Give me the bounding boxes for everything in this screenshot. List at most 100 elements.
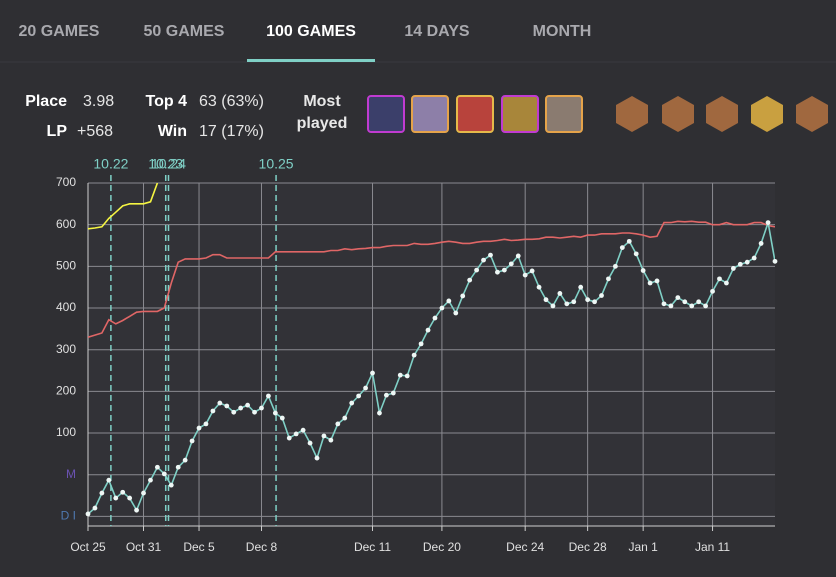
data-point bbox=[196, 425, 202, 431]
data-point bbox=[175, 464, 181, 470]
y-tick-label: D I bbox=[61, 509, 76, 523]
trait-icon[interactable] bbox=[751, 96, 783, 132]
data-point bbox=[238, 405, 244, 411]
active-tab-underline bbox=[247, 59, 375, 62]
data-point bbox=[189, 438, 195, 444]
data-point bbox=[120, 489, 126, 495]
data-point bbox=[210, 408, 216, 414]
data-point bbox=[724, 280, 729, 286]
tab[interactable]: 14 DAYS bbox=[404, 23, 470, 40]
data-point bbox=[460, 293, 466, 299]
trait-icon[interactable] bbox=[796, 96, 828, 132]
data-point bbox=[106, 477, 112, 483]
tab[interactable]: 100 GAMES bbox=[266, 23, 356, 40]
stat-value: +568 bbox=[77, 123, 113, 140]
data-point bbox=[744, 259, 750, 265]
data-point bbox=[266, 393, 271, 399]
x-tick-label: Dec 20 bbox=[423, 540, 461, 554]
data-point bbox=[231, 409, 237, 415]
champion-icon[interactable] bbox=[456, 95, 494, 133]
plot-area bbox=[88, 183, 775, 526]
data-point bbox=[710, 288, 715, 294]
data-point bbox=[383, 392, 389, 398]
data-point bbox=[328, 437, 334, 443]
data-point bbox=[571, 299, 577, 305]
data-point bbox=[349, 400, 355, 406]
data-point bbox=[370, 370, 375, 376]
trait-icon[interactable] bbox=[706, 96, 738, 132]
champion-icon[interactable] bbox=[545, 95, 583, 133]
data-point bbox=[161, 471, 167, 477]
data-point bbox=[148, 477, 153, 483]
x-tick-label: Oct 31 bbox=[126, 540, 162, 554]
tab[interactable]: 20 GAMES bbox=[19, 23, 100, 40]
patch-label: 10.24 bbox=[151, 156, 186, 172]
data-point bbox=[314, 455, 320, 461]
x-tick-label: Dec 8 bbox=[246, 540, 278, 554]
data-point bbox=[335, 421, 341, 427]
y-tick-label: 400 bbox=[56, 300, 76, 314]
data-point bbox=[342, 415, 348, 421]
data-point bbox=[495, 269, 500, 275]
stat-label: LP bbox=[47, 123, 68, 140]
data-point bbox=[92, 505, 98, 511]
data-point bbox=[481, 257, 486, 263]
data-point bbox=[397, 372, 403, 378]
data-point bbox=[730, 266, 736, 271]
tab[interactable]: 50 GAMES bbox=[144, 23, 225, 40]
x-tick-label: Jan 11 bbox=[695, 540, 730, 554]
data-point bbox=[522, 272, 528, 278]
data-point bbox=[488, 252, 493, 258]
trait-icon[interactable] bbox=[616, 96, 648, 132]
data-point bbox=[453, 310, 459, 316]
data-point bbox=[654, 278, 660, 284]
data-point bbox=[661, 301, 667, 307]
y-tick-label: M bbox=[66, 467, 76, 481]
data-point bbox=[737, 261, 743, 267]
data-point bbox=[626, 238, 632, 244]
data-point bbox=[550, 303, 556, 309]
x-tick-label: Dec 24 bbox=[506, 540, 544, 554]
series-line bbox=[88, 222, 775, 515]
y-tick-label: 300 bbox=[56, 342, 76, 356]
data-point bbox=[141, 490, 146, 496]
data-point bbox=[356, 393, 362, 399]
most-played-label: Most bbox=[303, 93, 341, 110]
data-point bbox=[689, 303, 695, 309]
data-point bbox=[647, 280, 653, 286]
data-point bbox=[390, 390, 396, 396]
champion-icon[interactable] bbox=[501, 95, 539, 133]
data-point bbox=[272, 410, 278, 416]
data-point bbox=[113, 495, 119, 501]
data-point bbox=[515, 253, 521, 259]
tab[interactable]: MONTH bbox=[533, 23, 592, 40]
trait-icon[interactable] bbox=[662, 96, 694, 132]
stat-value: 17 (17%) bbox=[199, 123, 264, 140]
data-point bbox=[307, 440, 313, 446]
series-line bbox=[88, 183, 159, 230]
stat-label: Top 4 bbox=[146, 93, 188, 110]
data-point bbox=[252, 409, 257, 415]
data-point bbox=[404, 373, 410, 379]
data-point bbox=[432, 315, 438, 321]
champion-icon[interactable] bbox=[367, 95, 405, 133]
data-point bbox=[765, 220, 771, 225]
data-point bbox=[633, 251, 639, 257]
data-point bbox=[585, 297, 591, 303]
data-point bbox=[259, 405, 264, 411]
data-point bbox=[377, 410, 382, 416]
x-tick-label: Oct 25 bbox=[70, 540, 106, 554]
data-point bbox=[293, 431, 299, 437]
champion-icon[interactable] bbox=[411, 95, 449, 133]
data-point bbox=[612, 263, 618, 269]
data-point bbox=[85, 511, 91, 517]
data-point bbox=[467, 277, 473, 283]
data-point bbox=[640, 268, 646, 273]
data-point bbox=[182, 457, 188, 463]
x-tick-label: Dec 28 bbox=[569, 540, 607, 554]
data-point bbox=[606, 276, 611, 282]
stat-label: Win bbox=[158, 123, 187, 140]
data-point bbox=[446, 298, 452, 304]
